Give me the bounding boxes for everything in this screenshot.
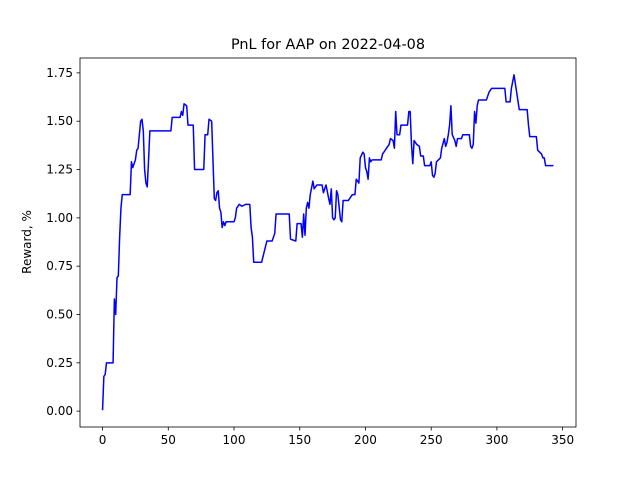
y-tick-label: 1.00 — [46, 211, 73, 225]
x-tick-label: 200 — [354, 433, 377, 447]
y-tick-label: 1.75 — [46, 66, 73, 80]
y-tick-label: 0.25 — [46, 356, 73, 370]
x-tick-label: 350 — [551, 433, 574, 447]
y-tick-label: 0.00 — [46, 404, 73, 418]
y-axis-label: Reward, % — [20, 210, 34, 274]
x-tick-label: 250 — [420, 433, 443, 447]
x-tick-label: 50 — [161, 433, 176, 447]
chart-title: PnL for AAP on 2022-04-08 — [231, 37, 425, 53]
y-tick-label: 0.50 — [46, 308, 73, 322]
x-tick-label: 0 — [99, 433, 107, 447]
y-tick-label: 1.50 — [46, 114, 73, 128]
axes-frame — [79, 57, 577, 428]
x-tick-label: 100 — [223, 433, 246, 447]
line — [101, 74, 554, 411]
y-tick-label: 1.25 — [46, 163, 73, 177]
x-tick-label: 150 — [288, 433, 311, 447]
x-tick-label: 300 — [485, 433, 508, 447]
y-tick-label: 0.75 — [46, 259, 73, 273]
